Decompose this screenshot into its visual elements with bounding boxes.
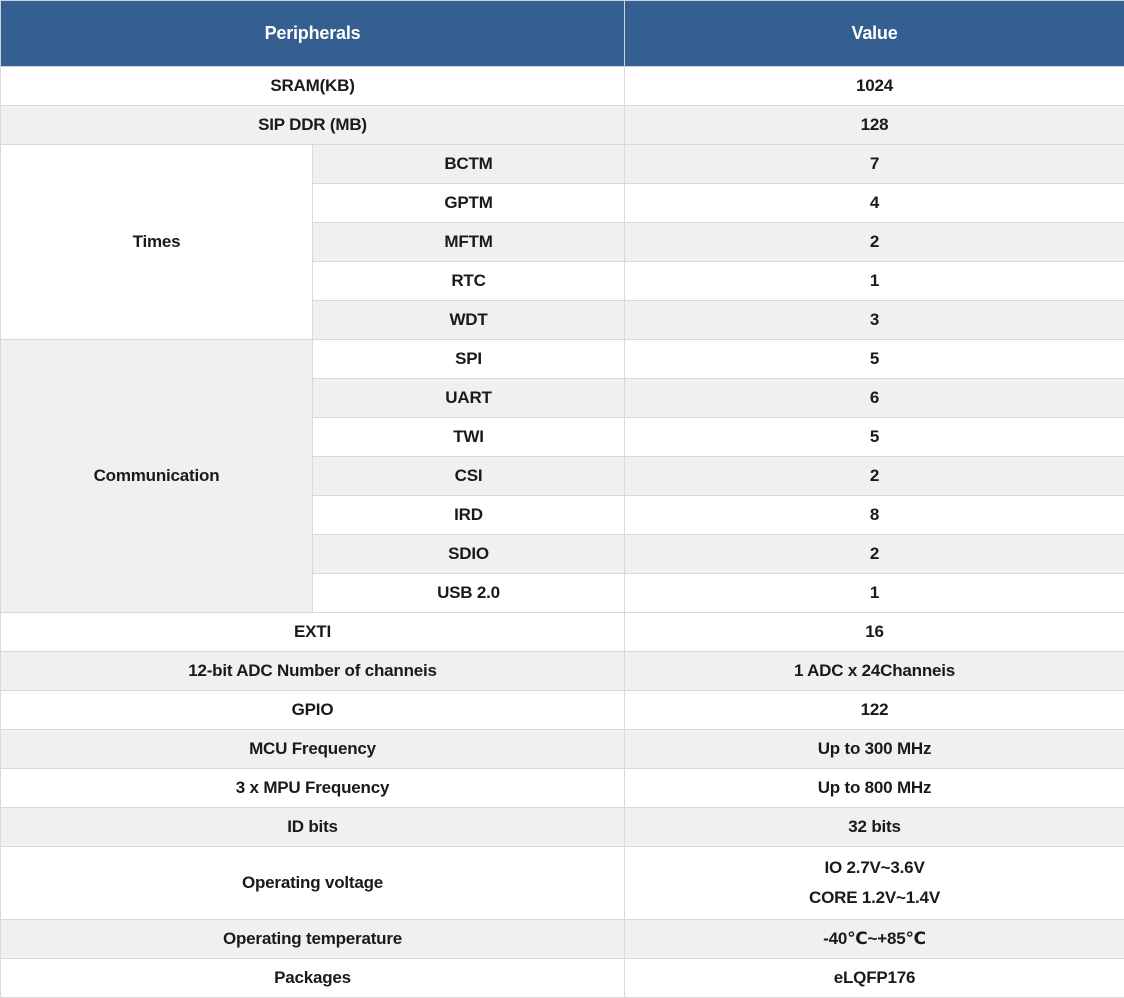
value-cell: 16 <box>625 613 1124 652</box>
value-cell: 3 <box>625 301 1124 340</box>
value-cell: 1024 <box>625 67 1124 106</box>
peripheral-label-cell: Operating temperature <box>1 920 625 959</box>
value-cell: 1 ADC x 24Channeis <box>625 652 1124 691</box>
peripheral-label-cell: USB 2.0 <box>313 574 625 613</box>
peripheral-group-cell-times: Times <box>1 145 313 340</box>
value-cell: IO 2.7V~3.6V CORE 1.2V~1.4V <box>625 847 1124 920</box>
value-cell: 2 <box>625 457 1124 496</box>
peripheral-label-cell: SIP DDR (MB) <box>1 106 625 145</box>
peripheral-label-cell: GPIO <box>1 691 625 730</box>
column-header-value: Value <box>625 1 1124 67</box>
peripheral-label-cell: WDT <box>313 301 625 340</box>
value-cell: 122 <box>625 691 1124 730</box>
table-row: SRAM(KB) 1024 <box>1 67 1124 106</box>
peripheral-label-cell: MFTM <box>313 223 625 262</box>
peripheral-label-cell: MCU Frequency <box>1 730 625 769</box>
table-row: GPIO 122 <box>1 691 1124 730</box>
value-cell: eLQFP176 <box>625 959 1124 998</box>
value-line-io: IO 2.7V~3.6V <box>629 853 1120 883</box>
peripheral-label-cell: ID bits <box>1 808 625 847</box>
value-cell: 128 <box>625 106 1124 145</box>
peripheral-group-cell-communication: Communication <box>1 340 313 613</box>
value-cell: 2 <box>625 223 1124 262</box>
peripheral-label-cell: TWI <box>313 418 625 457</box>
value-cell: 5 <box>625 418 1124 457</box>
value-cell: -40℃~+85℃ <box>625 920 1124 959</box>
peripheral-label-cell: SDIO <box>313 535 625 574</box>
table-row: Operating voltage IO 2.7V~3.6V CORE 1.2V… <box>1 847 1124 920</box>
table-row: MCU Frequency Up to 300 MHz <box>1 730 1124 769</box>
peripheral-label-cell: CSI <box>313 457 625 496</box>
table-row: Times BCTM 7 <box>1 145 1124 184</box>
table-row: Operating temperature -40℃~+85℃ <box>1 920 1124 959</box>
table-row: ID bits 32 bits <box>1 808 1124 847</box>
value-cell: 1 <box>625 574 1124 613</box>
value-line-core: CORE 1.2V~1.4V <box>629 883 1120 913</box>
table-row: 12-bit ADC Number of channeis 1 ADC x 24… <box>1 652 1124 691</box>
table-row: Communication SPI 5 <box>1 340 1124 379</box>
peripheral-label-cell: SRAM(KB) <box>1 67 625 106</box>
peripheral-label-cell: 3 x MPU Frequency <box>1 769 625 808</box>
value-cell: 4 <box>625 184 1124 223</box>
table-row: Packages eLQFP176 <box>1 959 1124 998</box>
peripheral-label-cell: UART <box>313 379 625 418</box>
column-header-peripherals: Peripherals <box>1 1 625 67</box>
peripheral-label-cell: IRD <box>313 496 625 535</box>
table-row: EXTI 16 <box>1 613 1124 652</box>
value-cell: Up to 800 MHz <box>625 769 1124 808</box>
peripheral-label-cell: Operating voltage <box>1 847 625 920</box>
value-cell: 6 <box>625 379 1124 418</box>
peripheral-label-cell: SPI <box>313 340 625 379</box>
value-cell: 32 bits <box>625 808 1124 847</box>
value-cell: 8 <box>625 496 1124 535</box>
value-cell: Up to 300 MHz <box>625 730 1124 769</box>
peripheral-label-cell: RTC <box>313 262 625 301</box>
value-cell: 7 <box>625 145 1124 184</box>
peripheral-label-cell: GPTM <box>313 184 625 223</box>
table-header-row: Peripherals Value <box>1 1 1124 67</box>
peripheral-label-cell: BCTM <box>313 145 625 184</box>
peripheral-label-cell: EXTI <box>1 613 625 652</box>
peripheral-label-cell: 12-bit ADC Number of channeis <box>1 652 625 691</box>
value-cell: 5 <box>625 340 1124 379</box>
table-row: SIP DDR (MB) 128 <box>1 106 1124 145</box>
table-row: 3 x MPU Frequency Up to 800 MHz <box>1 769 1124 808</box>
peripheral-label-cell: Packages <box>1 959 625 998</box>
value-cell: 2 <box>625 535 1124 574</box>
value-cell: 1 <box>625 262 1124 301</box>
